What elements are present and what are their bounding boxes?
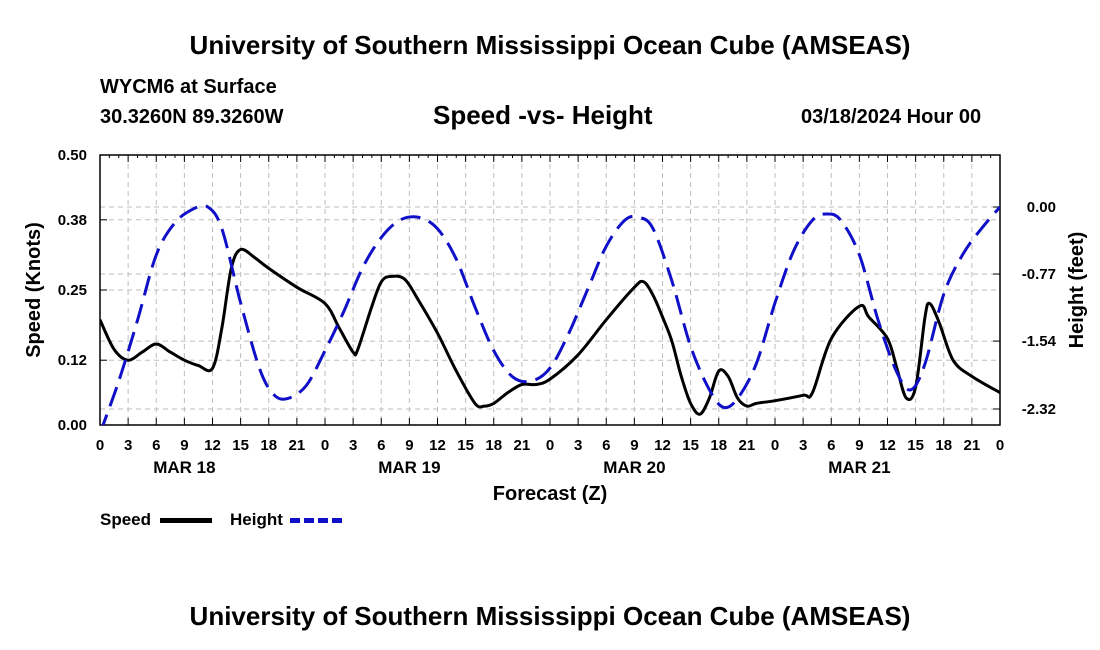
y-left-tick-label: 0.00 <box>58 417 87 434</box>
x-tick-label: 3 <box>799 437 807 454</box>
footer-title: University of Southern Mississippi Ocean… <box>189 601 911 631</box>
x-tick-label: 18 <box>260 437 277 454</box>
grid-layer <box>100 155 1000 425</box>
x-tick-label: 0 <box>96 437 104 454</box>
day-label: MAR 21 <box>828 458 890 477</box>
x-tick-label: 21 <box>964 437 981 454</box>
legend-height-label: Height <box>230 510 283 529</box>
x-tick-label: 18 <box>710 437 727 454</box>
y-axis-left-label: Speed (Knots) <box>23 222 45 358</box>
coordinates-label: 30.3260N 89.3260W <box>100 106 284 128</box>
x-tick-label: 9 <box>405 437 413 454</box>
y-right-tick-label: -0.77 <box>1022 266 1056 283</box>
x-tick-label: 15 <box>232 437 249 454</box>
x-tick-label: 15 <box>457 437 474 454</box>
x-tick-label: 15 <box>907 437 924 454</box>
y-axis-right-label: Height (feet) <box>1066 232 1088 349</box>
plot-subtitle: Speed -vs- Height <box>433 100 653 130</box>
x-tick-label: 12 <box>204 437 221 454</box>
series-layer <box>100 203 1000 425</box>
x-tick-label: 3 <box>574 437 582 454</box>
station-label: WYCM6 at Surface <box>100 76 277 98</box>
y-left-tick-label: 0.50 <box>58 147 87 164</box>
x-tick-label: 9 <box>855 437 863 454</box>
x-tick-label: 0 <box>996 437 1004 454</box>
x-tick-label: 6 <box>827 437 835 454</box>
x-tick-label: 3 <box>124 437 132 454</box>
x-tick-label: 6 <box>602 437 610 454</box>
page-title: University of Southern Mississippi Ocean… <box>189 30 911 60</box>
x-tick-label: 21 <box>289 437 306 454</box>
y-left-tick-label: 0.12 <box>58 352 87 369</box>
tick-layer: 0 3 6 9 12 15 18 21 0 3 6 9 12 15 18 21 0 3 6 9 12 15 18 21 0 3 6 9… <box>58 147 1057 477</box>
x-tick-label: 12 <box>654 437 671 454</box>
speed-series-line <box>100 247 1000 416</box>
legend-speed-label: Speed <box>100 510 152 529</box>
x-tick-label: 0 <box>771 437 779 454</box>
x-tick-label: 21 <box>739 437 756 454</box>
day-label: MAR 19 <box>378 458 440 477</box>
y-right-tick-label: -1.54 <box>1022 333 1057 350</box>
y-left-tick-label: 0.38 <box>58 212 87 229</box>
x-tick-label: 9 <box>180 437 188 454</box>
day-label: MAR 20 <box>603 458 665 477</box>
x-tick-label: 6 <box>152 437 160 454</box>
height-series-line <box>101 203 1000 425</box>
x-tick-label: 18 <box>935 437 952 454</box>
y-left-tick-label: 0.25 <box>58 282 87 299</box>
x-axis-label: Forecast (Z) <box>493 483 607 505</box>
legend-speed-swatch <box>160 518 212 523</box>
x-tick-label: 0 <box>321 437 329 454</box>
x-tick-label: 12 <box>429 437 446 454</box>
x-tick-label: 18 <box>485 437 502 454</box>
forecast-date: 03/18/2024 Hour 00 <box>801 106 982 128</box>
x-tick-label: 0 <box>546 437 554 454</box>
x-tick-label: 6 <box>377 437 385 454</box>
x-tick-label: 9 <box>630 437 638 454</box>
x-tick-label: 3 <box>349 437 357 454</box>
x-tick-label: 12 <box>879 437 896 454</box>
x-tick-label: 15 <box>682 437 699 454</box>
legend-height-swatch <box>290 518 342 523</box>
y-right-tick-label: -2.32 <box>1022 401 1056 418</box>
x-tick-label: 21 <box>514 437 531 454</box>
y-right-tick-label: 0.00 <box>1027 199 1056 216</box>
day-label: MAR 18 <box>153 458 215 477</box>
